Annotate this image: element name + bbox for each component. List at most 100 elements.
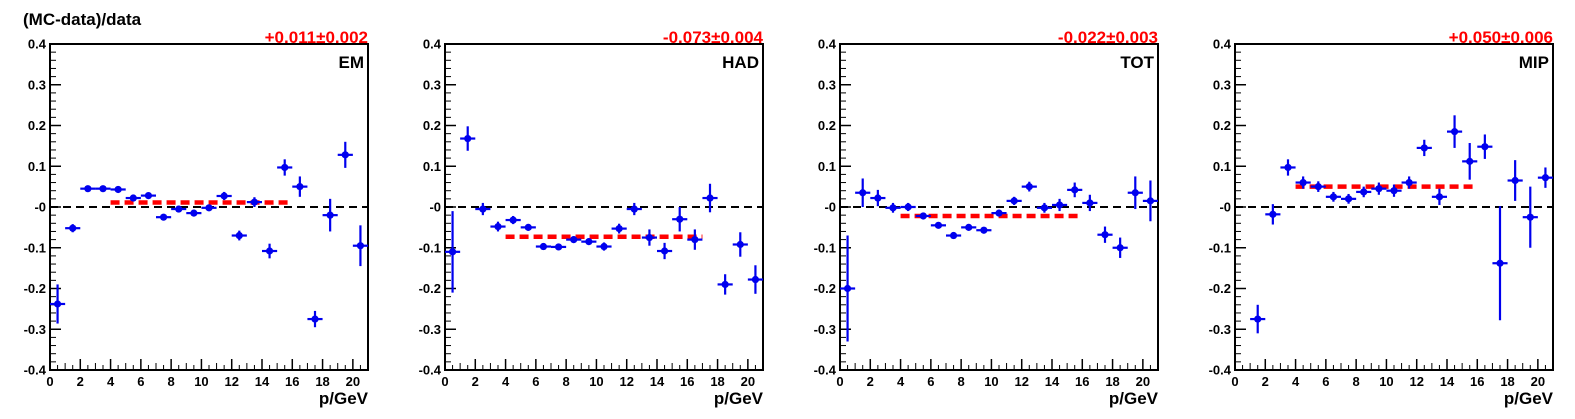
y-tick-label: -0.3 [419,322,441,337]
data-marker [600,242,608,251]
data-point [460,126,476,151]
data-point [1356,186,1372,198]
data-marker [874,194,882,202]
x-tick-label: 4 [897,374,905,389]
data-marker [1314,183,1322,191]
y-tick-label: -0.2 [419,281,441,296]
x-tick-label: 2 [472,374,479,389]
data-point [277,159,293,176]
x-tick-label: 12 [619,374,633,389]
y-tick-label: 0.3 [423,77,441,92]
y-tick-label: 0.4 [423,37,442,52]
data-point [1036,202,1052,213]
data-point [262,243,278,259]
data-marker [1481,143,1489,151]
data-point [657,242,673,260]
data-marker [524,223,532,231]
panel-label: TOT [1120,53,1154,72]
y-tick-label: -0.2 [24,281,46,296]
data-point [1127,176,1143,210]
data-marker [356,242,365,250]
data-point [1447,115,1463,148]
data-point [307,310,323,328]
data-point [1067,182,1083,198]
data-marker [843,284,852,293]
data-marker [554,243,563,251]
data-marker [53,300,62,308]
data-point [1112,237,1128,258]
data-marker [1025,183,1033,191]
data-point [1325,191,1341,202]
data-point [596,242,612,251]
x-tick-label: 16 [1075,374,1089,389]
data-point [1295,176,1311,189]
data-point [186,209,202,217]
y-tick-label: 0.2 [1213,118,1231,133]
data-point [1386,184,1402,197]
data-point [870,189,886,207]
data-marker [1344,195,1353,203]
y-tick-label: 0.3 [818,77,836,92]
data-point [156,213,172,221]
data-point [885,202,901,213]
data-point [535,242,551,251]
data-marker [464,134,472,143]
x-tick-label: 6 [532,374,539,389]
data-point [1401,176,1417,189]
data-marker [1496,259,1504,267]
data-point [322,198,338,232]
data-marker [494,222,502,231]
data-point [732,232,748,257]
panel-em: -0.4 -0.3 -0.2 -0.1 -0 0.1 0.2 0.3 0.4 0 2 4 6 8 10 12 1… [24,28,369,408]
data-point [687,229,703,250]
x-tick-label: 0 [1231,374,1238,389]
y-tick-label: 0.3 [28,77,46,92]
data-point [125,194,141,202]
x-tick-label: 14 [1045,374,1060,389]
y-tick-label: 0.2 [423,118,441,133]
data-point [80,185,96,193]
x-tick-label: 8 [563,374,570,389]
data-point [747,265,763,294]
data-marker [281,163,289,172]
data-point [946,231,962,240]
data-marker [1541,174,1550,182]
data-point [900,202,916,212]
data-marker [1086,199,1094,207]
panel-label: HAD [722,53,759,72]
data-marker [1375,185,1383,193]
data-point [292,176,308,197]
data-marker [190,209,198,217]
data-point [566,236,582,244]
x-tick-label: 10 [589,374,603,389]
data-point [1462,143,1478,180]
data-marker [676,215,684,223]
x-tick-label: 12 [224,374,238,389]
y-tick-label: -0.4 [814,363,837,378]
data-marker [311,315,319,323]
data-marker [721,280,729,289]
data-point [551,243,567,251]
x-tick-label: 18 [315,374,329,389]
y-tick-label: 0.2 [818,118,836,133]
x-axis-label: p/GeV [714,389,764,408]
data-point [915,212,931,220]
data-point [1341,193,1357,204]
data-point [201,204,217,212]
data-point [1507,160,1523,201]
data-point [1006,196,1022,205]
data-point [520,223,536,231]
y-tick-label: 0.3 [1213,77,1231,92]
y-tick-label: 0.2 [28,118,46,133]
x-tick-label: 10 [1379,374,1393,389]
x-tick-label: 20 [741,374,755,389]
data-point [961,223,977,231]
data-point [1522,186,1538,248]
data-marker [1360,188,1368,196]
y-tick-label: 0.1 [818,159,836,174]
data-marker [448,248,457,256]
fit-value-label: -0.073±0.004 [663,28,764,47]
data-marker [1450,128,1459,136]
data-marker [326,211,334,219]
